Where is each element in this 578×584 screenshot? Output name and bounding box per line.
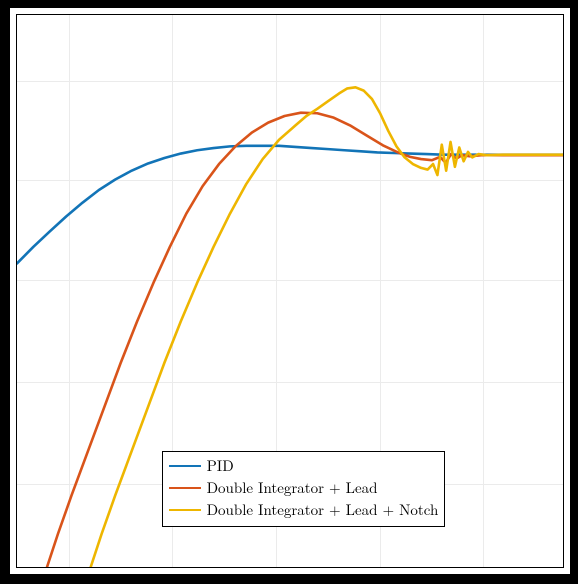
legend-swatch-pid: [169, 465, 201, 467]
legend: PID Double Integrator + Lead Double Inte…: [162, 451, 446, 527]
legend-row: Double Integrator + Lead: [169, 477, 439, 499]
chart-container: PID Double Integrator + Lead Double Inte…: [10, 8, 570, 574]
plot-area: PID Double Integrator + Lead Double Inte…: [16, 14, 564, 568]
legend-label: Double Integrator + Lead: [207, 477, 378, 498]
legend-row: PID: [169, 455, 439, 477]
legend-label: Double Integrator + Lead + Notch: [207, 499, 439, 520]
legend-swatch-lead: [169, 487, 201, 489]
legend-row: Double Integrator + Lead + Notch: [169, 499, 439, 521]
series-line: [17, 146, 563, 264]
legend-swatch-notch: [169, 509, 201, 511]
legend-label: PID: [207, 455, 234, 476]
